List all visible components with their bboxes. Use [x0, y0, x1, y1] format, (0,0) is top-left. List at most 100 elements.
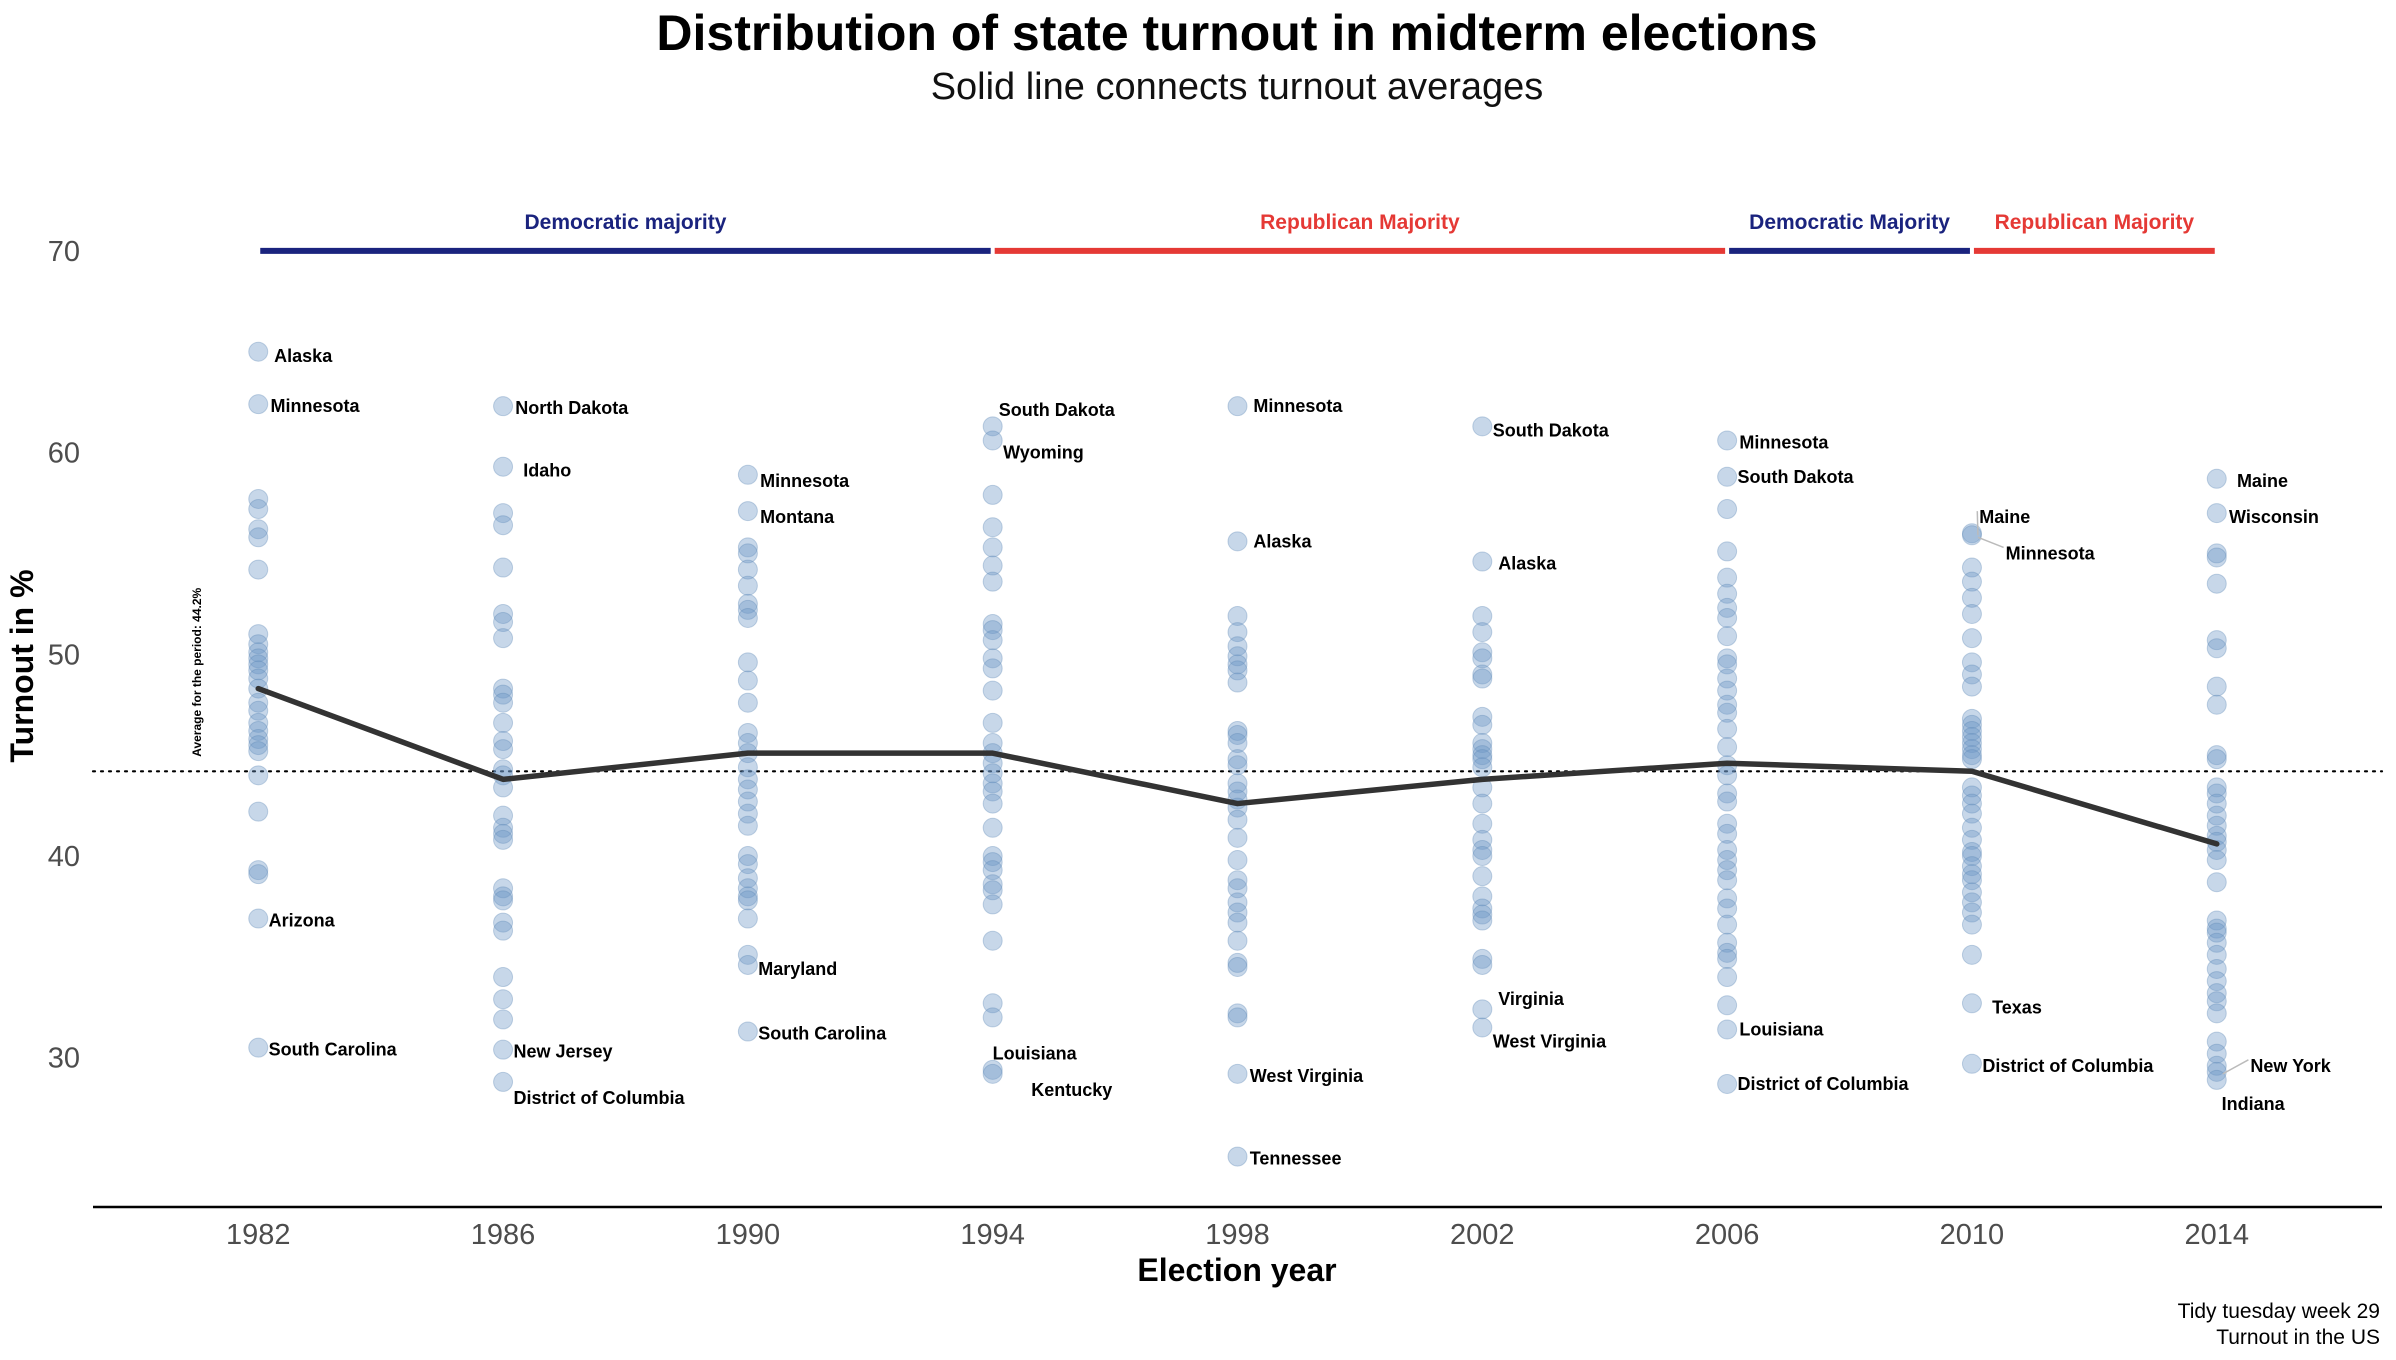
turnout-point — [2206, 503, 2227, 524]
turnout-point — [1717, 898, 1738, 919]
x-axis-ticks: 1982 1986 1990 1994 1998 2002 2006 2010 2014 — [226, 1219, 2249, 1251]
turnout-point — [1717, 567, 1738, 588]
turnout-point — [737, 886, 758, 907]
turnout-point — [982, 537, 1003, 558]
turnout-point — [982, 1059, 1003, 1080]
turnout-point — [1717, 702, 1738, 723]
label-leader-line — [2222, 1059, 2249, 1075]
turnout-point — [2206, 983, 2227, 1004]
turnout-point — [737, 803, 758, 824]
period-label: Republican Majority — [1260, 211, 1460, 234]
y-tick-label: 30 — [48, 1043, 80, 1075]
turnout-point — [2206, 971, 2227, 992]
turnout-point — [737, 944, 758, 965]
x-tick-label: 1998 — [1205, 1219, 1270, 1251]
turnout-point — [1717, 967, 1738, 988]
turnout-point — [1717, 995, 1738, 1016]
turnout-point — [1961, 557, 1982, 578]
label-leader-line — [1976, 511, 1979, 536]
y-tick-label: 40 — [48, 841, 80, 873]
chart-title: Distribution of state turnout in midterm… — [656, 5, 1817, 61]
turnout-point — [2206, 676, 2227, 697]
turnout-point — [493, 692, 514, 713]
state-label: Minnesota — [2006, 543, 2096, 563]
majority-periods: Democratic majority Republican Majority De… — [260, 211, 2215, 254]
turnout-point — [1961, 714, 1982, 735]
turnout-point — [737, 575, 758, 596]
turnout-point — [1961, 817, 1982, 838]
turnout-point — [2206, 638, 2227, 659]
turnout-point — [1961, 856, 1982, 877]
turnout-point — [2206, 630, 2227, 651]
state-label: Wyoming — [1003, 443, 1084, 463]
x-tick-label: 2010 — [1940, 1219, 2005, 1251]
turnout-point — [982, 817, 1003, 838]
turnout-point — [2206, 918, 2227, 939]
turnout-point — [248, 559, 269, 580]
turnout-point — [2206, 1031, 2227, 1052]
turnout-point — [248, 735, 269, 756]
turnout-point — [1717, 607, 1738, 628]
turnout-point — [1472, 910, 1493, 931]
turnout-point — [737, 722, 758, 743]
turnout-point — [1472, 757, 1493, 778]
turnout-point — [2206, 805, 2227, 826]
turnout-point — [1472, 605, 1493, 626]
period-label: Republican Majority — [1995, 211, 2195, 234]
average-turnout-line — [255, 685, 2220, 847]
turnout-point — [2206, 910, 2227, 931]
turnout-point — [982, 430, 1003, 451]
turnout-point — [1961, 603, 1982, 624]
turnout-point — [493, 912, 514, 933]
turnout-point — [1961, 726, 1982, 747]
turnout-point — [982, 860, 1003, 881]
turnout-point — [248, 908, 269, 929]
state-label: Kentucky — [1031, 1080, 1112, 1100]
turnout-point — [493, 678, 514, 699]
turnout-point — [982, 658, 1003, 679]
turnout-point — [1472, 664, 1493, 685]
turnout-point — [1961, 708, 1982, 729]
turnout-point — [1717, 1073, 1738, 1094]
turnout-point — [1227, 724, 1248, 745]
turnout-point — [1961, 749, 1982, 770]
turnout-point — [737, 769, 758, 790]
turnout-point — [1961, 720, 1982, 741]
turnout-point — [1227, 1063, 1248, 1084]
turnout-point — [248, 801, 269, 822]
state-labels: Alaska Minnesota Arizona South Carolina Nort… — [269, 346, 2332, 1169]
state-label: Tennessee — [1250, 1149, 1342, 1169]
turnout-point — [1227, 660, 1248, 681]
turnout-point — [2206, 543, 2227, 564]
turnout-point — [1961, 525, 1982, 546]
state-label: Montana — [760, 507, 835, 527]
turnout-point — [493, 684, 514, 705]
caption-line-1: Tidy tuesday week 29 — [2178, 1300, 2380, 1323]
label-leader-line — [1977, 536, 2004, 549]
turnout-point — [982, 484, 1003, 505]
state-label: North Dakota — [515, 398, 629, 418]
turnout-point — [982, 416, 1003, 437]
turnout-point — [248, 864, 269, 885]
turnout-point — [1227, 952, 1248, 973]
state-label: Maine — [1979, 507, 2030, 527]
state-label: Maine — [2237, 471, 2288, 491]
turnout-point — [737, 868, 758, 889]
turnout-point — [1717, 765, 1738, 786]
turnout-point — [1717, 783, 1738, 804]
state-label: South Dakota — [1493, 420, 1610, 440]
turnout-point — [2206, 573, 2227, 594]
turnout-point — [1717, 870, 1738, 891]
turnout-point — [2206, 694, 2227, 715]
turnout-point — [737, 954, 758, 975]
turnout-point — [248, 642, 269, 663]
turnout-point — [1227, 870, 1248, 891]
turnout-point — [493, 1039, 514, 1060]
turnout-point — [1961, 841, 1982, 862]
turnout-point — [1961, 745, 1982, 766]
turnout-point — [1961, 664, 1982, 685]
turnout-point — [1227, 892, 1248, 913]
turnout-point — [2206, 793, 2227, 814]
turnout-point — [1472, 1017, 1493, 1038]
